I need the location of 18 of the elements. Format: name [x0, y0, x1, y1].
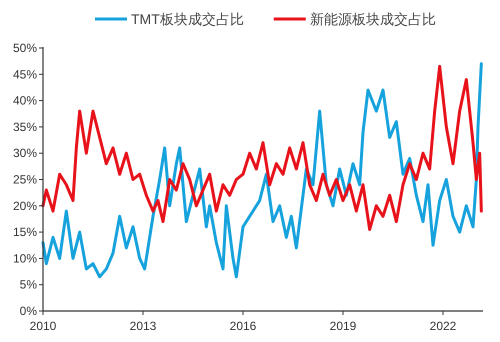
y-tick-label: 40% — [12, 94, 38, 108]
y-tick-label: 10% — [12, 251, 38, 266]
y-tick-label: 30% — [12, 146, 38, 160]
y-tick-label: 35% — [12, 120, 38, 134]
y-tick-label: 50% — [12, 41, 38, 55]
y-tick-label: 20% — [12, 198, 38, 213]
legend-label: 新能源板块成交占比 — [310, 11, 436, 27]
y-tick-label: 45% — [12, 67, 38, 82]
x-tick-label: 2010 — [30, 319, 57, 333]
y-tick-label: 25% — [12, 172, 38, 186]
legend-label: TMT板块成交占比 — [131, 11, 244, 27]
y-tick-label: 0% — [20, 304, 38, 318]
x-tick-label: 2016 — [230, 319, 257, 333]
x-tick-label: 2013 — [130, 319, 157, 333]
y-tick-label: 15% — [12, 225, 38, 240]
y-tick-label: 5% — [20, 278, 38, 292]
x-tick-label: 2022 — [430, 319, 457, 333]
x-tick-label: 2019 — [330, 319, 357, 333]
